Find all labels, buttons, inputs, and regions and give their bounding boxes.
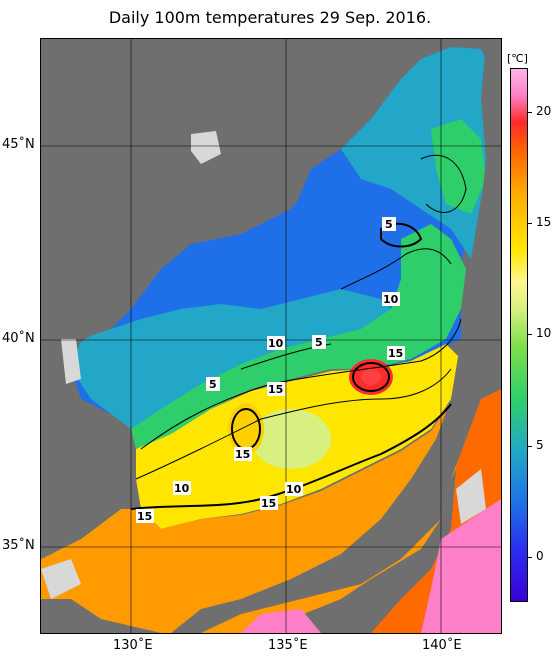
colorbar-unit-label: [℃] (507, 52, 528, 65)
contour-line (130, 403, 452, 510)
colorbar-tick-20: 20 (536, 104, 552, 118)
contour-label: 5 (385, 218, 393, 231)
contour-label: 5 (315, 336, 323, 349)
warm-core (228, 403, 264, 455)
contour-label: 5 (209, 378, 217, 391)
colorbar-tick-mark (527, 446, 532, 447)
colorbar-tick-0: 0 (536, 549, 544, 563)
colorbar-tick-10: 10 (536, 326, 552, 340)
contour-label: 15 (388, 347, 403, 360)
contour-line (340, 248, 452, 290)
contour-line (352, 362, 390, 392)
contour-line (420, 154, 467, 213)
contour-line (140, 318, 462, 450)
colorbar-tick-15: 15 (536, 215, 552, 229)
no-data-patch (61, 339, 81, 384)
colorbar-tick-mark (527, 112, 532, 113)
contour-line (135, 368, 452, 480)
colorbar-tick-5: 5 (536, 438, 544, 452)
contour-label: 15 (235, 448, 250, 461)
temperature-colorbar (510, 68, 528, 602)
contour-value-labels: 5 10 5 15 10 15 15 10 5 10 15 15 (136, 217, 405, 523)
mild-water-region-north (431, 119, 486, 214)
asian-mainland (41, 39, 421, 559)
colorbar-tick-mark (527, 223, 532, 224)
contour-label: 15 (268, 383, 283, 396)
graticule (41, 39, 501, 633)
latitude-label-35n: 35˚N (2, 538, 35, 553)
contour-label: 10 (174, 482, 190, 495)
longitude-label-135e: 135˚E (268, 638, 308, 653)
colorbar-tick-mark (527, 557, 532, 558)
no-data-patch (41, 559, 81, 599)
no-data-patch (191, 131, 221, 164)
latitude-label-40n: 40˚N (2, 331, 35, 346)
northern-island (481, 39, 501, 249)
colorbar-tick-mark (527, 334, 532, 335)
cool-water-region-west (71, 289, 401, 429)
contour-label: 10 (268, 337, 284, 350)
map-canvas: 5 10 5 15 10 15 15 10 5 10 15 15 (41, 39, 501, 633)
tropical-water-region-south (241, 609, 321, 633)
no-data-patch (456, 469, 486, 524)
no-data-areas (41, 131, 486, 599)
cool-core (251, 409, 331, 469)
longitude-label-130e: 130˚E (113, 638, 153, 653)
land-areas (41, 39, 501, 633)
latitude-label-45n: 45˚N (2, 137, 35, 152)
longitude-label-140e: 140˚E (422, 638, 462, 653)
japan-honshu (171, 259, 501, 633)
contour-label: 15 (137, 510, 152, 523)
warm-eddy-core (361, 369, 381, 385)
temperature-map: 5 10 5 15 10 15 15 10 5 10 15 15 (40, 38, 502, 634)
contour-label: 10 (286, 483, 302, 496)
mild-water-region (131, 224, 466, 449)
map-title: Daily 100m temperatures 29 Sep. 2016. (108, 8, 432, 27)
contour-label: 15 (261, 497, 276, 510)
contour-label: 10 (383, 293, 399, 306)
